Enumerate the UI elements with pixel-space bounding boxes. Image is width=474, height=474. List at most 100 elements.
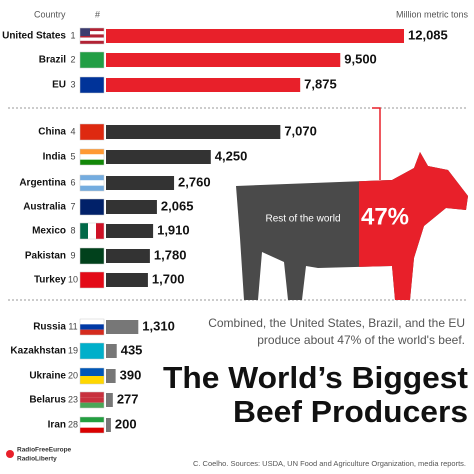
- rank-label: 8: [70, 225, 75, 235]
- header-country: Country: [34, 9, 66, 19]
- country-label: Mexico: [32, 226, 66, 237]
- value-label: 4,250: [215, 148, 248, 163]
- rank-label: 4: [70, 126, 75, 136]
- flag: [80, 368, 104, 376]
- country-label: Kazakhstan: [10, 346, 66, 357]
- flag: [80, 28, 104, 32]
- flag-border: [79, 174, 105, 192]
- cow-rest-label: Rest of the world: [265, 214, 340, 225]
- rank-label: 9: [70, 250, 75, 260]
- rank-label: 28: [68, 419, 78, 429]
- flag: [80, 223, 88, 239]
- flag-border: [79, 198, 105, 216]
- flag: [80, 52, 104, 68]
- flag: [80, 427, 104, 433]
- rank-label: 1: [70, 30, 75, 40]
- flag: [80, 185, 104, 191]
- rank-label: 2: [70, 54, 75, 64]
- flag-border: [79, 27, 105, 45]
- rank-label: 5: [70, 151, 75, 161]
- flag: [80, 402, 104, 408]
- value-label: 390: [120, 367, 142, 382]
- value-label: 1,910: [157, 222, 190, 237]
- header-rank: #: [95, 9, 100, 19]
- value-label: 7,875: [304, 76, 337, 91]
- flag-border: [79, 416, 105, 434]
- country-label: Pakistan: [25, 251, 66, 262]
- flag: [80, 343, 104, 359]
- bar: [106, 150, 211, 164]
- flag-border: [79, 318, 105, 336]
- flag: [80, 77, 104, 93]
- flag: [80, 34, 104, 38]
- country-label: Brazil: [39, 55, 66, 66]
- flag: [80, 124, 104, 140]
- rank-label: 19: [68, 345, 78, 355]
- value-label: 9,500: [344, 51, 377, 66]
- flag: [80, 324, 104, 330]
- country-label: Belarus: [29, 395, 66, 406]
- flag: [80, 422, 104, 428]
- source: C. Coelho. Sources: USDA, UN Food and Ag…: [193, 459, 466, 468]
- bar: [106, 369, 116, 383]
- country-label: Australia: [23, 202, 66, 213]
- country-label: EU: [52, 80, 66, 91]
- cow-body: [236, 152, 468, 300]
- bar: [106, 344, 117, 358]
- flag-border: [79, 51, 105, 69]
- bar: [106, 320, 139, 334]
- flag: [80, 319, 104, 325]
- value-label: 1,700: [152, 271, 185, 286]
- bar: [106, 224, 154, 238]
- flag: [80, 154, 104, 160]
- country-label: Argentina: [19, 178, 66, 189]
- flag: [80, 272, 104, 288]
- flag: [80, 31, 104, 35]
- flag: [80, 180, 104, 186]
- header-unit: Million metric tons: [396, 9, 469, 19]
- bar: [106, 78, 301, 92]
- cow: Rest of the world 47%: [236, 152, 468, 300]
- value-label: 2,760: [178, 174, 211, 189]
- flag: [80, 397, 104, 403]
- country-label: Russia: [33, 322, 66, 333]
- flag-border: [79, 148, 105, 166]
- title: The World’s Biggest: [163, 360, 468, 395]
- rank-label: 7: [70, 201, 75, 211]
- country-label: Turkey: [34, 275, 66, 286]
- bar: [106, 53, 341, 67]
- title: Beef Producers: [233, 394, 468, 429]
- flag: [80, 40, 104, 44]
- flag: [88, 223, 96, 239]
- flag: [80, 199, 104, 215]
- subtitle: produce about 47% of the world's beef.: [257, 333, 465, 347]
- rank-label: 23: [68, 394, 78, 404]
- value-label: 12,085: [408, 27, 448, 42]
- cow-share-label: 47%: [361, 203, 409, 230]
- flag-border: [79, 247, 105, 265]
- value-label: 277: [117, 391, 139, 406]
- flag-border: [79, 222, 105, 240]
- value-label: 435: [121, 342, 143, 357]
- flag-border: [79, 271, 105, 289]
- flag: [80, 37, 104, 41]
- rank-label: 11: [68, 321, 77, 331]
- value-label: 1,310: [142, 318, 175, 333]
- flag: [96, 223, 104, 239]
- logo: RadioFreeEurope: [17, 447, 72, 454]
- flag: [80, 417, 104, 423]
- flag-border: [79, 123, 105, 141]
- flag: [80, 392, 104, 398]
- bar: [106, 273, 148, 287]
- value-label: 200: [115, 416, 137, 431]
- country-label: Ukraine: [29, 371, 66, 382]
- cow-rest: [236, 152, 468, 300]
- flag: [80, 329, 104, 335]
- bar: [106, 176, 175, 190]
- bar: [106, 418, 111, 432]
- rank-label: 6: [70, 177, 75, 187]
- value-label: 7,070: [284, 123, 317, 138]
- connector: [372, 107, 381, 180]
- flag: [80, 248, 104, 264]
